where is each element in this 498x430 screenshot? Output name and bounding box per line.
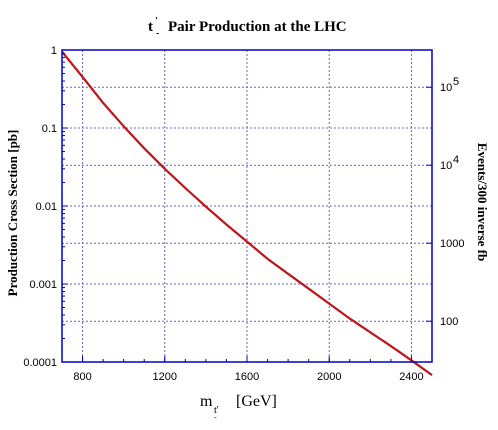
series-curve bbox=[61, 51, 433, 376]
y-tick-label: 0.0001 bbox=[23, 357, 57, 369]
x-label-sub: t' bbox=[214, 405, 219, 416]
x-label-unit: [GeV] bbox=[236, 393, 277, 410]
x-tick-label: 2000 bbox=[317, 371, 341, 383]
y2-tick-exponent: 4 bbox=[453, 154, 459, 166]
y2-axis-label: Events/300 inverse fb bbox=[475, 143, 490, 261]
grid bbox=[62, 50, 432, 362]
title-prime: ' bbox=[155, 16, 158, 27]
x-tick-label: 1200 bbox=[153, 371, 177, 383]
x-tick-label: 2400 bbox=[399, 371, 423, 383]
x-tick-label: 800 bbox=[73, 371, 91, 383]
y-tick-label: 0.01 bbox=[36, 201, 57, 213]
y-tick-label: 0.001 bbox=[29, 279, 57, 291]
y2-tick-label: 10 bbox=[440, 82, 452, 94]
y2-tick-label: 10 bbox=[440, 160, 452, 172]
y2-tick-label: 1000 bbox=[440, 238, 464, 250]
title-prefix: t bbox=[148, 19, 153, 35]
y-axis-label: Production Cross Section [pb] bbox=[5, 130, 20, 297]
y2-tick-label: 100 bbox=[440, 316, 458, 328]
x-label-subsub: - bbox=[214, 413, 217, 422]
y2-tick-exponent: 5 bbox=[453, 76, 459, 88]
x-tick-labels: 800 1200 1600 2000 2400 bbox=[73, 371, 423, 383]
tick-marks bbox=[61, 49, 433, 363]
chart-title: t ' - Pair Production at the LHC bbox=[148, 16, 347, 39]
y-tick-label: 0.1 bbox=[42, 123, 57, 135]
x-tick-label: 1600 bbox=[235, 371, 259, 383]
y-tick-label: 1 bbox=[51, 45, 57, 57]
x-label-prefix: m bbox=[200, 393, 213, 410]
y-tick-labels: 1 0.1 0.01 0.001 0.0001 bbox=[23, 45, 57, 369]
x-axis-label: m t' - [GeV] bbox=[200, 393, 277, 422]
title-text: Pair Production at the LHC bbox=[168, 19, 347, 35]
title-sub: - bbox=[156, 28, 159, 39]
series-line bbox=[61, 51, 433, 376]
